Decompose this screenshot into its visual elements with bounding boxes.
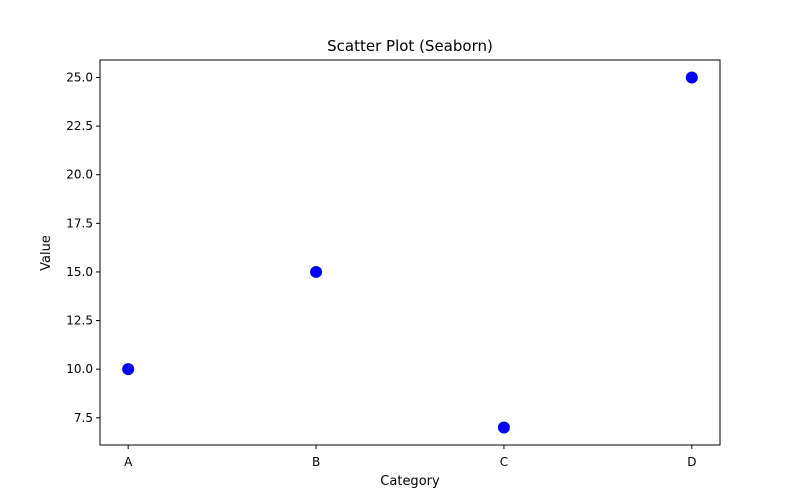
y-tick-label: 15.0	[66, 265, 93, 279]
chart-title: Scatter Plot (Seaborn)	[327, 37, 493, 55]
y-tick-label: 7.5	[74, 411, 93, 425]
plot-frame	[99, 59, 721, 446]
y-tick-label: 10.0	[66, 362, 93, 376]
y-tick-label: 20.0	[66, 168, 93, 182]
data-point	[310, 265, 323, 278]
y-tick-label: 25.0	[66, 71, 93, 85]
x-tick-label: A	[124, 455, 133, 469]
x-tick-label: D	[687, 455, 696, 469]
x-tick-label: C	[500, 455, 508, 469]
y-tick-label: 22.5	[66, 119, 93, 133]
data-point	[497, 421, 510, 434]
data-point	[685, 71, 698, 84]
y-axis-label: Value	[39, 235, 54, 271]
plot-marks	[122, 71, 698, 434]
x-tick-label: B	[312, 455, 320, 469]
x-axis-label: Category	[380, 474, 440, 489]
x-axis-ticks: A B C D	[124, 445, 696, 469]
y-tick-label: 12.5	[66, 314, 93, 328]
data-point	[122, 363, 135, 376]
y-axis-ticks: 7.5 10.0 12.5 15.0 17.5 20.0 22.5 25.0	[66, 71, 100, 425]
y-tick-label: 17.5	[66, 216, 93, 230]
